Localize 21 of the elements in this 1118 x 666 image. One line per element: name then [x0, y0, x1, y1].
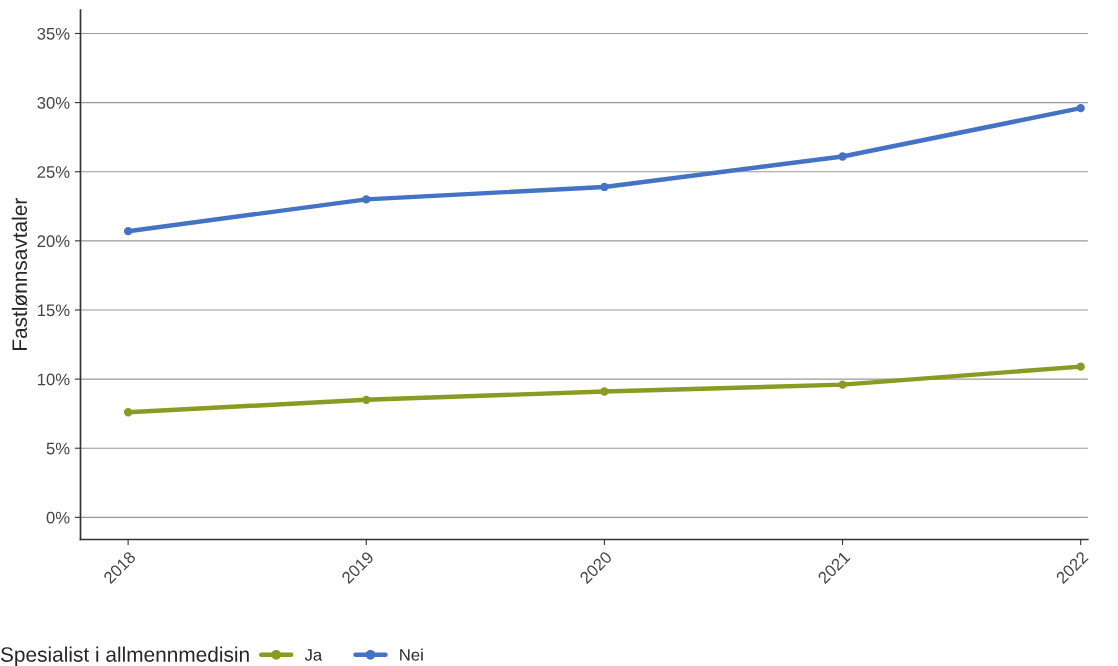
y-tick-label: 30%	[37, 97, 70, 109]
legend-label: Nei	[400, 648, 423, 661]
y-tick-label: 35%	[37, 27, 70, 40]
y-tick-label: 15%	[37, 304, 70, 317]
y-tick-label: 25%	[37, 166, 70, 178]
y-tick-label: 5%	[46, 442, 70, 455]
y-tick-label: 20%	[37, 235, 70, 248]
point	[123, 408, 133, 417]
point	[123, 227, 133, 236]
legend-label: Ja	[304, 649, 323, 661]
legend-title: Spesialist i allmennmedisin	[0, 646, 249, 666]
point	[362, 395, 371, 404]
point	[362, 195, 371, 204]
point	[1076, 103, 1085, 113]
y-tick-label: 0%	[46, 511, 70, 524]
point	[1076, 362, 1085, 371]
point	[600, 387, 609, 396]
point	[600, 182, 609, 192]
point	[838, 380, 847, 389]
y-tick-label: 10%	[37, 373, 70, 386]
y-axis-title: Fastlønnsavtaler	[11, 198, 28, 351]
